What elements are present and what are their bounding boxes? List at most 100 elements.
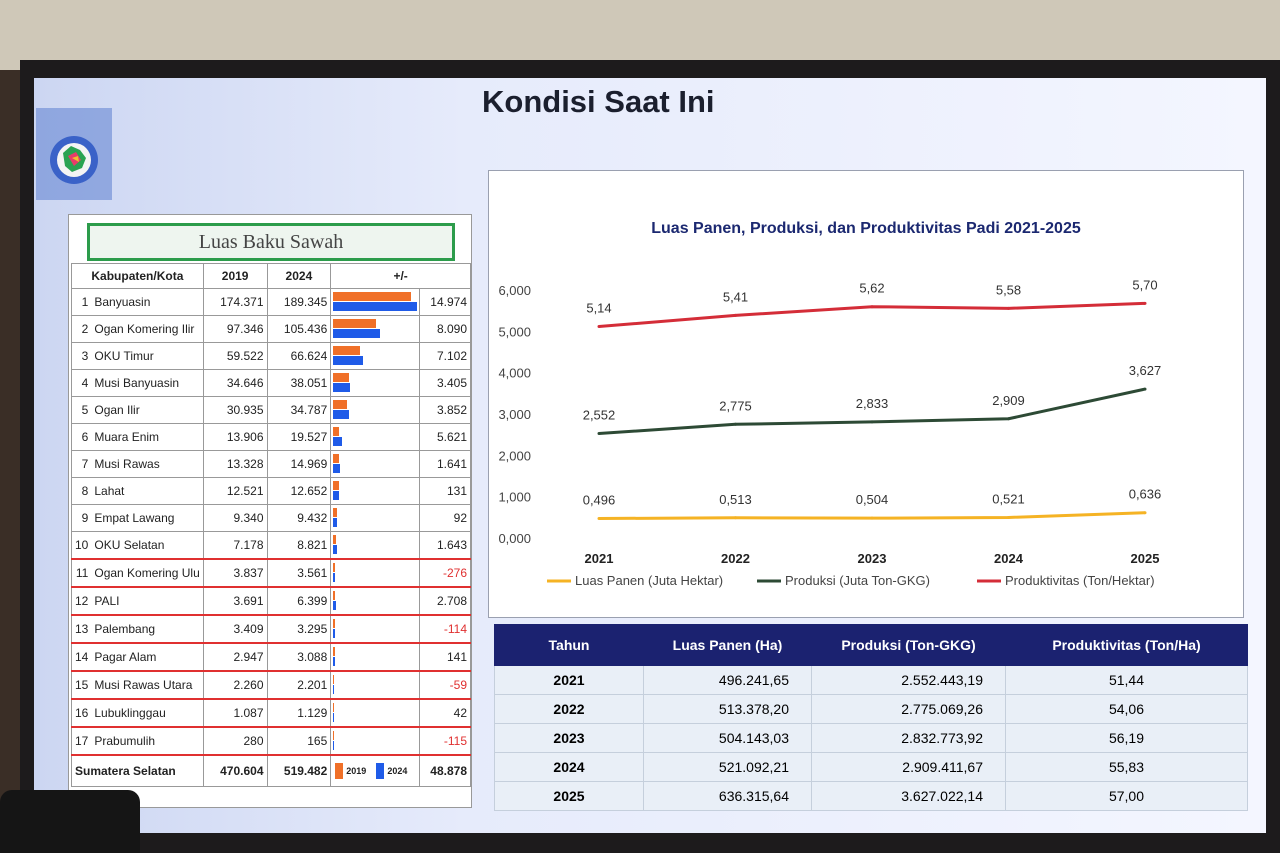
- bar-cell: [330, 369, 421, 397]
- bar-2019: [333, 319, 377, 328]
- bar-2024: [333, 545, 338, 554]
- summary-row: 2023 504.143,03 2.832.773,92 56,19: [494, 723, 1248, 753]
- table-row: 1 Banyuasin 174.371 189.345 14.974: [71, 288, 471, 316]
- bar-cell: [330, 531, 421, 560]
- summary-header-luas-panen: Luas Panen (Ha): [643, 624, 812, 666]
- difference-value: -276: [419, 558, 471, 588]
- summary-produksi: 2.775.069,26: [811, 694, 1006, 724]
- table-row: 11 Ogan Komering Ulu 3.837 3.561 -276: [71, 558, 471, 588]
- col-header-2019: 2019: [202, 263, 268, 289]
- bar-2024: [333, 573, 335, 582]
- data-label: 0,521: [992, 491, 1025, 506]
- table-header-row: Kabupaten/Kota 2019 2024 +/-: [71, 263, 471, 289]
- value-2024: 189.345: [266, 288, 332, 316]
- summary-produksi: 3.627.022,14: [811, 781, 1006, 811]
- summary-luas-panen: 521.092,21: [643, 752, 812, 782]
- bar-2024: [333, 329, 381, 338]
- value-2024: 38.051: [266, 369, 332, 397]
- bar-cell: [330, 342, 421, 370]
- value-2024: 1.129: [266, 698, 332, 728]
- row-number: 15: [71, 670, 92, 700]
- province-logo-icon: [36, 108, 112, 200]
- table-row: 4 Musi Banyuasin 34.646 38.051 3.405: [71, 369, 471, 397]
- row-number: 7: [71, 450, 92, 478]
- bar-2019: [333, 427, 340, 436]
- table-row: 10 OKU Selatan 7.178 8.821 1.643: [71, 531, 471, 560]
- col-header-2024: 2024: [266, 263, 332, 289]
- value-2024: 3.295: [266, 614, 332, 644]
- luas-baku-sawah-heading: Luas Baku Sawah: [87, 223, 455, 261]
- value-2024: 12.652: [266, 477, 332, 505]
- bar-2019: [333, 647, 335, 656]
- table-row: 3 OKU Timur 59.522 66.624 7.102: [71, 342, 471, 370]
- summary-row: 2025 636.315,64 3.627.022,14 57,00: [494, 781, 1248, 811]
- region-name: Musi Rawas: [91, 450, 204, 478]
- value-2024: 8.821: [266, 531, 332, 560]
- value-2019: 3.409: [202, 614, 268, 644]
- data-label: 0,636: [1129, 487, 1162, 502]
- difference-value: 131: [419, 477, 471, 505]
- series-point: [1143, 511, 1147, 515]
- bar-2019: [333, 563, 335, 572]
- table-row: 9 Empat Lawang 9.340 9.432 92: [71, 504, 471, 532]
- difference-value: 3.852: [419, 396, 471, 424]
- luas-baku-sawah-table: Kabupaten/Kota 2019 2024 +/- 1 Banyuasin 1…: [71, 263, 471, 787]
- value-2024: 9.432: [266, 504, 332, 532]
- difference-value: 14.974: [419, 288, 471, 316]
- legend-label: Luas Panen (Juta Hektar): [575, 573, 723, 588]
- bar-2019: [333, 703, 335, 712]
- luas-baku-sawah-panel: Luas Baku Sawah Kabupaten/Kota 2019 2024…: [68, 214, 472, 808]
- summary-luas-panen: 496.241,65: [643, 665, 812, 695]
- data-label: 5,62: [859, 281, 884, 296]
- bar-cell: [330, 450, 421, 478]
- difference-value: 92: [419, 504, 471, 532]
- x-tick-label: 2021: [585, 551, 614, 566]
- data-label: 2,833: [856, 396, 889, 411]
- data-label: 5,58: [996, 282, 1021, 297]
- legend-label-2019: 2019: [346, 766, 367, 776]
- bar-2024: [333, 356, 363, 365]
- summary-header-produktivitas: Produktivitas (Ton/Ha): [1005, 624, 1248, 666]
- row-number: 5: [71, 396, 92, 424]
- row-number: 11: [71, 558, 92, 588]
- total-2019: 470.604: [202, 754, 268, 787]
- row-number: 12: [71, 586, 92, 616]
- bar-cell: [330, 698, 421, 728]
- value-2019: 1.087: [202, 698, 268, 728]
- bar-cell: [330, 614, 421, 644]
- summary-produksi: 2.909.411,67: [811, 752, 1006, 782]
- difference-value: 1.643: [419, 531, 471, 560]
- row-number: 14: [71, 642, 92, 672]
- y-tick-label: 1,000: [498, 490, 531, 505]
- bar-2019: [333, 591, 335, 600]
- data-label: 2,552: [583, 408, 616, 423]
- presentation-slide: Kondisi Saat Ini Luas Baku Sawah Kabupat…: [34, 78, 1266, 833]
- summary-luas-panen: 636.315,64: [643, 781, 812, 811]
- bar-2024: [333, 491, 339, 500]
- bar-legend: 2019 2024: [330, 754, 421, 787]
- bar-2024: [333, 383, 351, 392]
- legend-label-2024: 2024: [387, 766, 408, 776]
- bar-2024: [333, 302, 418, 311]
- data-label: 3,627: [1129, 363, 1162, 378]
- value-2019: 13.906: [202, 423, 268, 451]
- data-label: 0,504: [856, 492, 889, 507]
- difference-value: 8.090: [419, 315, 471, 343]
- table-row: 17 Prabumulih 280 165 -115: [71, 726, 471, 756]
- summary-year: 2024: [494, 752, 644, 782]
- series-point: [734, 313, 737, 317]
- value-2019: 174.371: [202, 288, 268, 316]
- value-2019: 59.522: [202, 342, 268, 370]
- bar-2019: [333, 731, 335, 740]
- value-2019: 3.691: [202, 586, 268, 616]
- summary-produksi: 2.832.773,92: [811, 723, 1006, 753]
- value-2024: 165: [266, 726, 332, 756]
- series-point: [1143, 301, 1147, 305]
- difference-value: 3.405: [419, 369, 471, 397]
- bar-2024: [333, 685, 335, 694]
- region-name: Muara Enim: [91, 423, 204, 451]
- row-number: 2: [71, 315, 92, 343]
- data-label: 2,909: [992, 393, 1025, 408]
- value-2019: 34.646: [202, 369, 268, 397]
- y-tick-label: 5,000: [498, 324, 531, 339]
